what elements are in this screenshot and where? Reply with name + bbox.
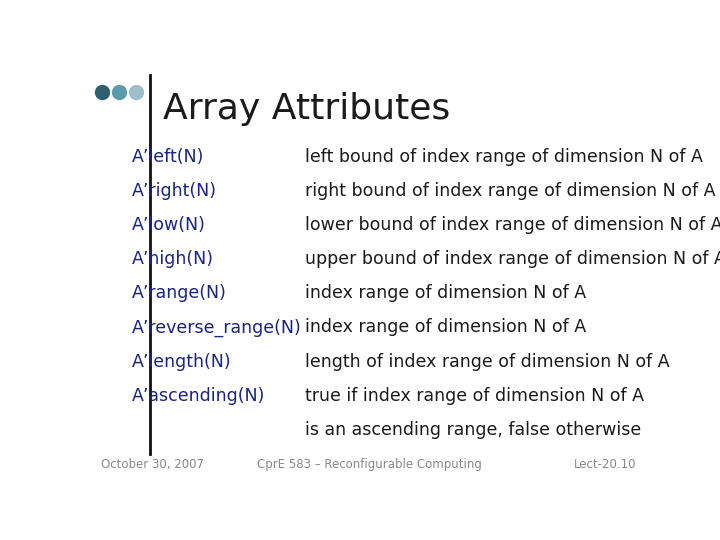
Text: is an ascending range, false otherwise: is an ascending range, false otherwise (305, 421, 641, 438)
Text: A’left(N): A’left(N) (132, 148, 204, 166)
Text: A’high(N): A’high(N) (132, 250, 214, 268)
Text: index range of dimension N of A: index range of dimension N of A (305, 319, 586, 336)
Text: length of index range of dimension N of A: length of index range of dimension N of … (305, 353, 670, 370)
Text: true if index range of dimension N of A: true if index range of dimension N of A (305, 387, 644, 404)
Text: Array Attributes: Array Attributes (163, 92, 450, 126)
Text: A’range(N): A’range(N) (132, 285, 227, 302)
Text: A’low(N): A’low(N) (132, 216, 206, 234)
Text: A’reverse_range(N): A’reverse_range(N) (132, 319, 302, 337)
Text: A’length(N): A’length(N) (132, 353, 231, 370)
Text: right bound of index range of dimension N of A: right bound of index range of dimension … (305, 182, 716, 200)
Text: October 30, 2007: October 30, 2007 (101, 458, 204, 471)
Text: CprE 583 – Reconfigurable Computing: CprE 583 – Reconfigurable Computing (256, 458, 482, 471)
Text: A’right(N): A’right(N) (132, 182, 217, 200)
Text: upper bound of index range of dimension N of A: upper bound of index range of dimension … (305, 250, 720, 268)
Text: Lect-20.10: Lect-20.10 (575, 458, 637, 471)
Text: lower bound of index range of dimension N of A: lower bound of index range of dimension … (305, 216, 720, 234)
Text: index range of dimension N of A: index range of dimension N of A (305, 285, 586, 302)
Text: A’ascending(N): A’ascending(N) (132, 387, 265, 404)
Text: left bound of index range of dimension N of A: left bound of index range of dimension N… (305, 148, 703, 166)
